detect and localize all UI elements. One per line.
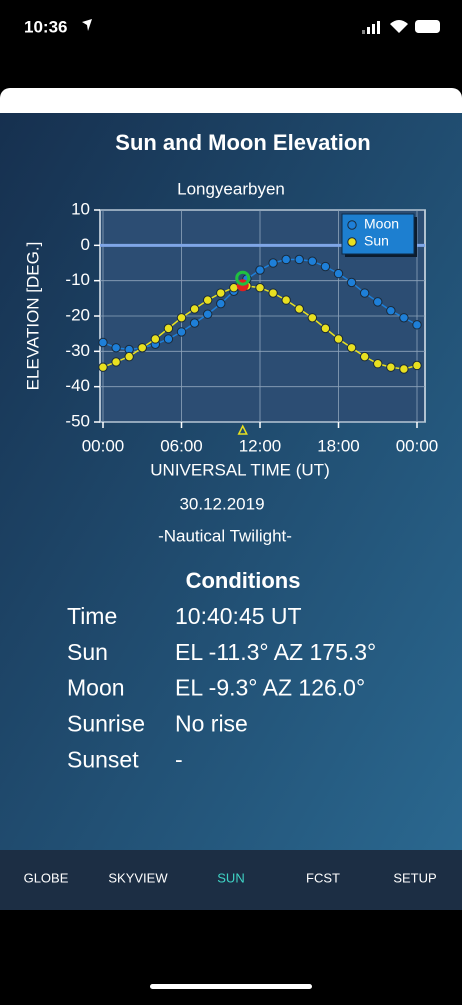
data-point (163, 323, 174, 334)
signal-icon (362, 21, 380, 34)
legend-marker (347, 237, 357, 247)
data-point (111, 343, 121, 353)
chart-subtitle: Longyearbyen (177, 179, 285, 198)
y-axis-label: ELEVATION [DEG.] (23, 242, 42, 391)
x-tick-label: 12:00 (239, 436, 282, 455)
condition-value: No rise (175, 710, 248, 736)
data-point (294, 254, 304, 265)
data-point (281, 254, 291, 265)
condition-value: EL -9.3° AZ 126.0° (175, 675, 365, 701)
data-point (412, 320, 422, 330)
condition-label: Sunrise (67, 710, 145, 736)
tab[interactable]: SUN (217, 870, 244, 885)
x-tick-label: 00:00 (82, 436, 125, 455)
data-point (176, 327, 187, 337)
data-point (202, 309, 213, 319)
data-point (216, 298, 226, 309)
data-point (281, 295, 291, 305)
legend-marker (347, 220, 357, 230)
data-point (98, 362, 108, 372)
x-tick-label: 00:00 (396, 436, 439, 455)
data-point (255, 283, 265, 293)
condition-label: Sunset (67, 746, 139, 772)
battery-icon (415, 20, 440, 33)
data-point (320, 323, 331, 334)
wifi-icon (390, 20, 408, 33)
y-tick-label: 0 (81, 235, 90, 254)
tab[interactable]: SKYVIEW (108, 870, 168, 885)
data-point (307, 256, 318, 266)
data-point (268, 258, 278, 268)
y-tick-label: -40 (65, 376, 90, 395)
data-point (137, 343, 147, 353)
data-point (255, 265, 265, 275)
legend-label: Sun (364, 233, 389, 249)
condition-label: Moon (67, 675, 125, 701)
data-point (294, 304, 304, 314)
data-point (399, 313, 409, 323)
data-point (333, 334, 344, 344)
conditions-title: Conditions (186, 568, 301, 593)
tab[interactable]: GLOBE (24, 870, 69, 885)
x-tick-label: 18:00 (317, 436, 360, 455)
y-tick-label: -30 (65, 341, 90, 360)
data-point (268, 288, 278, 298)
data-point (359, 288, 370, 298)
data-point (346, 343, 357, 353)
tab[interactable]: FCST (306, 870, 340, 885)
data-point (373, 297, 383, 307)
data-point (202, 295, 213, 305)
legend-box (341, 213, 415, 255)
x-axis-label: UNIVERSAL TIME (UT) (150, 460, 329, 479)
data-point (307, 313, 318, 323)
condition-value: - (175, 746, 183, 772)
data-point (189, 318, 200, 328)
data-point (150, 334, 161, 344)
data-point (98, 337, 108, 348)
data-point (216, 288, 226, 298)
phase: -Nautical Twilight- (158, 526, 292, 545)
condition-label: Sun (67, 639, 108, 665)
time-cursor (237, 424, 248, 435)
y-tick-label: -50 (65, 411, 90, 430)
y-tick-label: -20 (65, 305, 90, 324)
condition-label: Time (67, 603, 117, 629)
data-point (373, 359, 383, 369)
data-point (386, 362, 396, 372)
x-tick-label: 06:00 (160, 436, 203, 455)
legend-label: Moon (364, 216, 399, 232)
condition-value: EL -11.3° AZ 175.3° (175, 639, 376, 665)
data-point (399, 364, 409, 374)
current-position (235, 270, 251, 286)
data-point (333, 268, 344, 279)
data-point (124, 351, 134, 362)
date: 30.12.2019 (179, 494, 264, 513)
data-point (412, 360, 422, 371)
data-point (386, 306, 396, 316)
data-point (176, 313, 187, 323)
location-icon (82, 19, 92, 31)
data-point (111, 357, 121, 367)
data-point (346, 277, 357, 288)
y-tick-label: -10 (65, 270, 90, 289)
home-indicator (150, 984, 312, 989)
data-point (320, 261, 331, 272)
condition-value: 10:40:45 UT (175, 603, 302, 629)
tab-bar (0, 850, 462, 910)
data-point (163, 334, 174, 344)
tab[interactable]: SETUP (393, 870, 436, 885)
data-point (189, 304, 200, 314)
chart-title: Sun and Moon Elevation (115, 130, 370, 155)
y-tick-label: 10 (71, 199, 90, 218)
status-time: 10:36 (24, 17, 67, 36)
data-point (359, 351, 370, 362)
